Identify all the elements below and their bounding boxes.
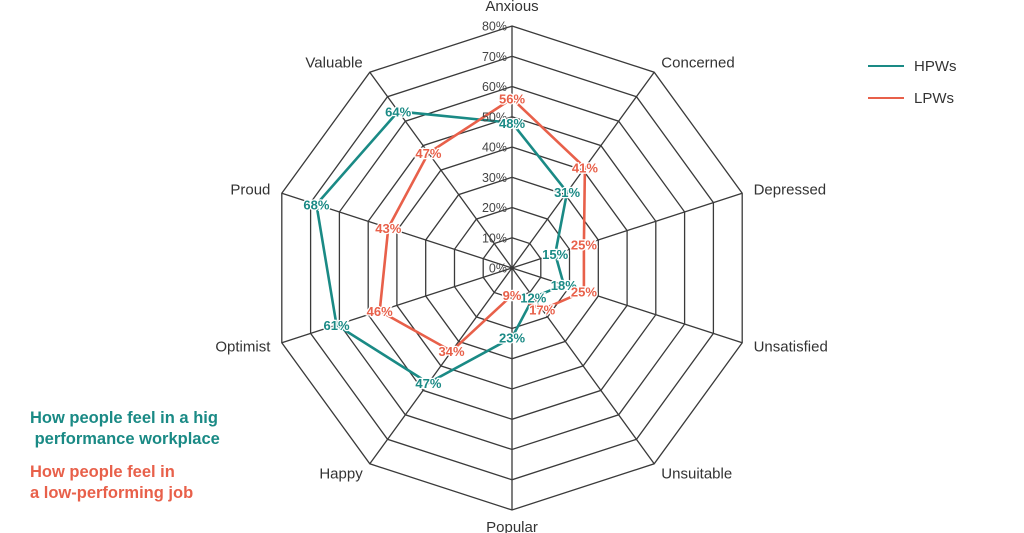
tick-label: 40% [482, 141, 507, 155]
axis-spoke [281, 267, 513, 344]
legend-label-hpws: HPWs [914, 57, 957, 75]
data-label: 48% [499, 116, 525, 131]
legend-swatch-lpws [868, 96, 904, 100]
tick-label: 70% [482, 50, 507, 64]
data-label: 34% [438, 344, 464, 359]
legend-swatch-hpws [868, 64, 904, 68]
axis-spoke [511, 267, 743, 344]
axis-spoke [511, 71, 655, 269]
axis-label: Proud [230, 182, 270, 199]
legend-item-hpws: HPWs [868, 50, 957, 82]
data-label: 18% [551, 278, 577, 293]
axis-spoke [369, 71, 513, 269]
radar-labels: 0% 10% 20% 30% 40% 50% 60% 70% 80% Anxious Concern… [215, 0, 827, 533]
tick-label: 60% [482, 80, 507, 94]
axis-spoke [511, 267, 655, 465]
data-label: 43% [375, 221, 401, 236]
axis-label: Valuable [305, 55, 362, 72]
axis-label: Popular [486, 519, 538, 533]
data-label: 25% [571, 238, 597, 253]
data-label: 47% [415, 376, 441, 391]
legend-label-lpws: LPWs [914, 89, 955, 107]
legend-item-lpws: LPWs [868, 82, 957, 114]
tick-label: 20% [482, 201, 507, 215]
data-label: 68% [303, 197, 329, 212]
annotation-high-performance: How people feel in a hig performance wor… [30, 409, 220, 448]
annotation-low-performance: How people feel in a low-performing job [30, 463, 194, 502]
data-label: 12% [520, 290, 546, 305]
tick-label: 30% [482, 171, 507, 185]
axis-spoke [511, 192, 743, 269]
axis-label: Anxious [485, 0, 538, 15]
tick-label: 0% [489, 262, 507, 276]
tick-label: 50% [482, 110, 507, 124]
data-label: 23% [499, 331, 525, 346]
data-label: 46% [367, 304, 393, 319]
data-label: 61% [323, 318, 349, 333]
data-label: 64% [385, 104, 411, 119]
series-line-hpws [315, 110, 569, 385]
data-label: 9% [503, 288, 522, 303]
axis-label: Happy [319, 466, 363, 483]
data-label: 17% [529, 303, 555, 318]
axis-label: Depressed [754, 182, 827, 199]
data-label: 56% [499, 92, 525, 107]
data-label: 41% [572, 161, 598, 176]
axis-label: Concerned [661, 55, 734, 72]
radar-grid [281, 25, 743, 511]
axis-label: Unsatisfied [754, 339, 828, 356]
axis-label: Unsuitable [661, 466, 732, 483]
tick-label: 80% [482, 20, 507, 34]
data-label: 31% [554, 185, 580, 200]
axis-spoke [281, 192, 513, 269]
series-line-lpws [378, 96, 587, 353]
data-label: 47% [415, 146, 441, 161]
axis-spoke [369, 267, 513, 465]
radar-series [315, 96, 587, 385]
data-label: 15% [542, 247, 568, 262]
data-label: 25% [571, 284, 597, 299]
chart-legend: HPWs LPWs [868, 50, 957, 114]
tick-label: 10% [482, 231, 507, 245]
axis-label: Optimist [215, 339, 271, 356]
